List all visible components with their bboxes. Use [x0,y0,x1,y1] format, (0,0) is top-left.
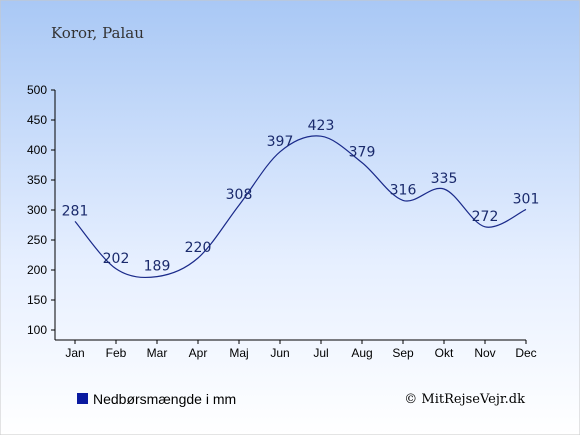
series-group [74,135,527,279]
x-tick-label: Jul [313,346,328,360]
data-label: 189 [144,259,171,275]
x-tick-label: Nov [474,346,495,360]
data-label: 397 [267,134,294,150]
data-label: 379 [349,145,376,161]
x-tick-label: Jun [270,346,289,360]
y-tick-label: 200 [27,263,47,277]
data-label: 220 [185,240,212,256]
data-label: 423 [308,118,335,134]
chart-title: Koror, Palau [51,24,144,42]
x-tick-label: Feb [106,346,127,360]
x-tick-label: Okt [435,346,454,360]
data-label: 301 [513,191,540,207]
x-tick-label: Dec [515,346,536,360]
data-label: 202 [103,251,130,267]
data-label: 316 [390,182,417,198]
x-tick-label: Aug [351,346,372,360]
x-tick-label: Maj [229,346,248,360]
series-line [74,135,527,279]
x-tick-label: Jan [65,346,84,360]
y-tick-label: 250 [27,233,47,247]
credit-text: © MitRejseVejr.dk [404,392,525,407]
x-tick-label: Apr [189,346,208,360]
y-tick-label: 150 [27,293,47,307]
y-tick-label: 500 [27,83,47,97]
data-labels: 281 202 189 220 308 397 423 379 316 335 272 301 [62,118,540,274]
axes: 100 150 200 250 300 350 400 450 500 Jan Feb Mar Apr M… [27,83,537,360]
data-label: 308 [226,187,253,203]
x-tick-label: Mar [147,346,168,360]
y-tick-label: 350 [27,173,47,187]
y-tick-label: 400 [27,143,47,157]
y-tick-label: 450 [27,113,47,127]
legend-label: Nedbørsmængde i mm [93,391,236,407]
y-tick-label: 100 [27,323,47,337]
data-label: 272 [472,209,499,225]
data-label: 335 [431,171,458,187]
data-label: 281 [62,203,89,219]
x-tick-label: Sep [392,346,414,360]
legend-marker [77,393,88,404]
y-tick-label: 300 [27,203,47,217]
